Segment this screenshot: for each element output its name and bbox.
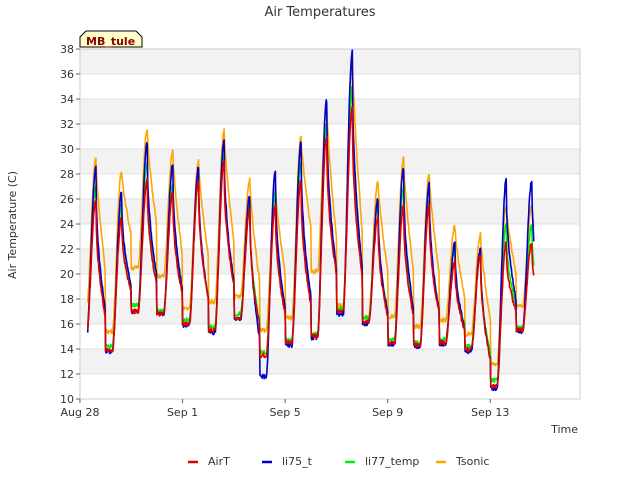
series-line-airt [86,105,535,390]
y-tick-label: 16 [60,318,74,331]
x-axis: Aug 28 Sep 1 Sep 5 Sep 9 Sep 13 [61,399,509,419]
y-tick-label: 24 [60,218,74,231]
y-axis-title: Air Temperature (C) [6,171,19,279]
y-tick-label: 20 [60,268,74,281]
grid-band [80,249,580,274]
y-tick-label: 28 [60,168,74,181]
legend-label: li75_t [282,455,313,468]
legend-item-li75-t: li75_t [262,455,313,468]
x-axis-title: Time [550,423,578,436]
y-tick-label: 10 [60,393,74,406]
y-tick-label: 38 [60,43,74,56]
y-tick-label: 34 [60,93,74,106]
legend-item-li77-temp: li77_temp [345,455,419,468]
x-tick-label: Sep 5 [270,406,301,419]
station-badge: MB_tule [79,30,143,48]
legend-item-tsonic: Tsonic [436,455,489,468]
x-tick-label: Sep 1 [167,406,198,419]
legend-label: AirT [208,455,230,468]
y-tick-label: 32 [60,118,74,131]
y-tick-label: 12 [60,368,74,381]
station-badge-box [79,30,143,48]
y-tick-label: 26 [60,193,74,206]
x-tick-label: Sep 9 [372,406,403,419]
y-tick-label: 30 [60,143,74,156]
grid-band [80,349,580,374]
y-tick-label: 18 [60,293,74,306]
y-tick-label: 22 [60,243,74,256]
series-lines [86,49,535,392]
series-line-tsonic [86,54,535,367]
x-tick-label: Sep 13 [471,406,509,419]
x-tick-label: Aug 28 [61,406,100,419]
grid-band [80,299,580,324]
legend-item-airt: AirT [188,455,230,468]
y-tick-label: 14 [60,343,74,356]
legend-label: li77_temp [365,455,419,468]
station-badge-label: MB_tule [86,35,135,48]
grid-band [80,99,580,124]
y-tick-label: 36 [60,68,74,81]
legend: AirT li75_t li77_temp Tsonic [188,455,489,468]
y-axis: 10 12 14 16 18 20 22 24 26 28 30 32 34 36 38 [60,43,80,406]
legend-label: Tsonic [455,455,489,468]
grid-band [80,49,580,74]
chart-title: Air Temperatures [264,5,375,20]
